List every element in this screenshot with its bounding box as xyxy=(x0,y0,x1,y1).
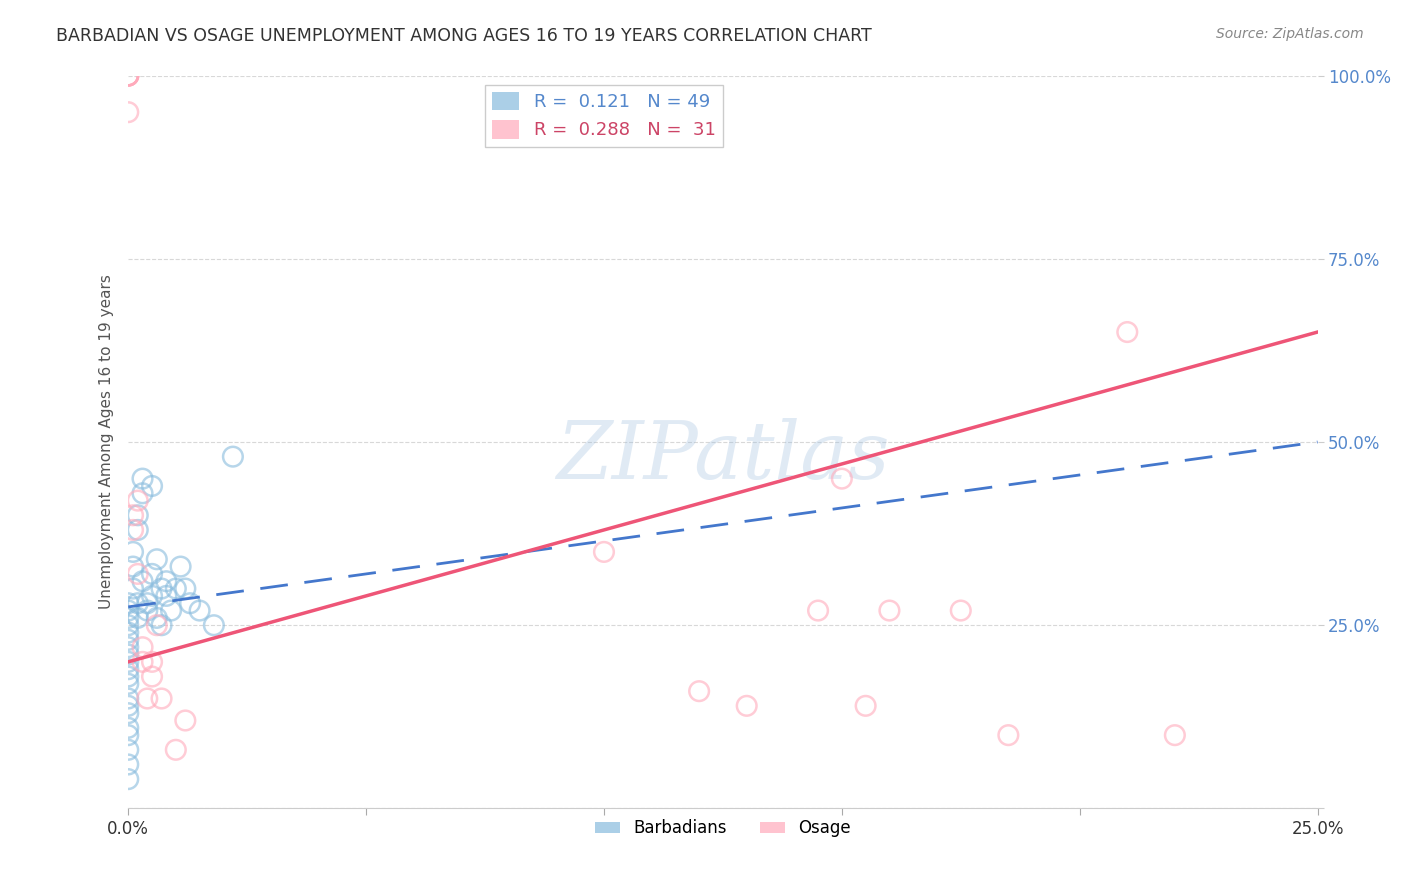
Text: BARBADIAN VS OSAGE UNEMPLOYMENT AMONG AGES 16 TO 19 YEARS CORRELATION CHART: BARBADIAN VS OSAGE UNEMPLOYMENT AMONG AG… xyxy=(56,27,872,45)
Point xyxy=(202,618,225,632)
Point xyxy=(136,603,159,617)
Point xyxy=(117,662,139,676)
Point xyxy=(141,655,163,669)
Point xyxy=(688,684,710,698)
Point xyxy=(593,545,616,559)
Point xyxy=(150,618,173,632)
Point xyxy=(117,611,139,625)
Point xyxy=(136,691,159,706)
Point xyxy=(165,743,187,757)
Point xyxy=(117,69,139,83)
Point xyxy=(131,574,153,589)
Point xyxy=(131,655,153,669)
Point xyxy=(174,714,197,728)
Point xyxy=(146,552,169,566)
Point xyxy=(117,69,139,83)
Legend: Barbadians, Osage: Barbadians, Osage xyxy=(588,813,858,844)
Point xyxy=(127,493,149,508)
Point xyxy=(131,472,153,486)
Point xyxy=(222,450,245,464)
Text: Source: ZipAtlas.com: Source: ZipAtlas.com xyxy=(1216,27,1364,41)
Point xyxy=(131,640,153,655)
Point xyxy=(117,677,139,691)
Point xyxy=(117,721,139,735)
Point xyxy=(146,618,169,632)
Point xyxy=(117,743,139,757)
Point xyxy=(141,479,163,493)
Point xyxy=(831,472,853,486)
Point xyxy=(117,625,139,640)
Point xyxy=(117,669,139,683)
Point xyxy=(146,611,169,625)
Point xyxy=(127,508,149,523)
Point xyxy=(117,772,139,786)
Point xyxy=(1116,325,1139,339)
Point xyxy=(879,603,901,617)
Point xyxy=(155,589,177,603)
Point xyxy=(179,596,201,610)
Point xyxy=(122,508,145,523)
Point xyxy=(117,618,139,632)
Point xyxy=(127,611,149,625)
Point xyxy=(117,728,139,742)
Point xyxy=(117,632,139,647)
Point xyxy=(117,69,139,83)
Point xyxy=(174,582,197,596)
Text: ZIPatlas: ZIPatlas xyxy=(557,417,890,495)
Point xyxy=(997,728,1019,742)
Point xyxy=(117,648,139,662)
Point xyxy=(735,698,758,713)
Point xyxy=(127,523,149,537)
Point xyxy=(169,559,191,574)
Point xyxy=(150,582,173,596)
Point xyxy=(117,706,139,721)
Point xyxy=(131,486,153,500)
Point xyxy=(127,596,149,610)
Point xyxy=(122,545,145,559)
Point xyxy=(949,603,972,617)
Point xyxy=(122,523,145,537)
Point xyxy=(117,757,139,772)
Point xyxy=(117,69,139,83)
Point xyxy=(141,589,163,603)
Y-axis label: Unemployment Among Ages 16 to 19 years: Unemployment Among Ages 16 to 19 years xyxy=(100,275,114,609)
Point xyxy=(117,69,139,83)
Point xyxy=(807,603,830,617)
Point xyxy=(117,640,139,655)
Point xyxy=(117,69,139,83)
Point xyxy=(141,566,163,581)
Point xyxy=(855,698,877,713)
Point xyxy=(155,574,177,589)
Point xyxy=(117,698,139,713)
Point xyxy=(122,582,145,596)
Point xyxy=(117,691,139,706)
Point xyxy=(141,669,163,683)
Point xyxy=(117,596,139,610)
Point xyxy=(1164,728,1187,742)
Point xyxy=(136,596,159,610)
Point xyxy=(117,105,139,120)
Point xyxy=(160,603,183,617)
Point xyxy=(127,566,149,581)
Point xyxy=(117,655,139,669)
Point xyxy=(188,603,211,617)
Point xyxy=(150,691,173,706)
Point xyxy=(122,559,145,574)
Point xyxy=(165,582,187,596)
Point xyxy=(117,603,139,617)
